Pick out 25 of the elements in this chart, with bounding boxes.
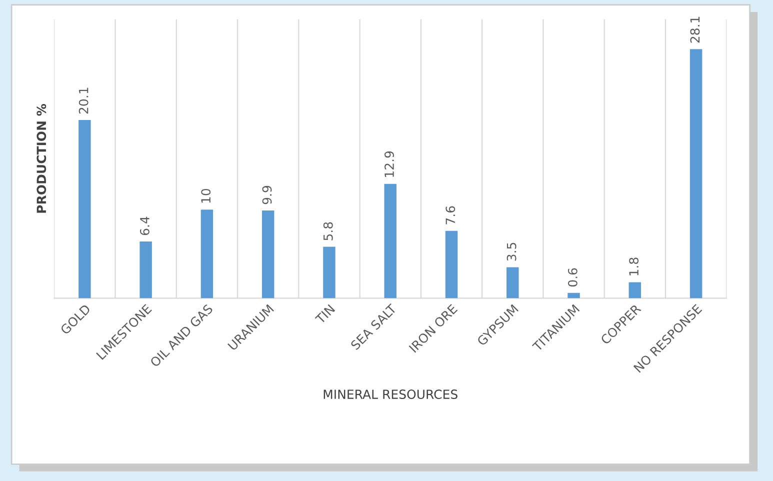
data-label: 3.5	[506, 242, 516, 261]
bar	[690, 49, 702, 298]
bar	[262, 210, 274, 298]
bar	[323, 246, 336, 298]
bar	[445, 230, 458, 298]
bar	[384, 184, 396, 298]
x-tick-label: TIN	[314, 304, 336, 324]
data-label: 5.8	[323, 222, 333, 240]
bar	[506, 267, 519, 298]
data-label: 10	[201, 188, 211, 203]
data-label: 0.6	[568, 268, 578, 287]
bar	[200, 210, 214, 298]
data-label: 12.9	[384, 151, 394, 177]
data-label: 1.8	[629, 258, 639, 276]
bar	[628, 282, 642, 298]
data-label: 9.9	[262, 186, 272, 204]
x-axis-title: MINERAL RESOURCES	[324, 390, 458, 400]
data-label: 7.6	[446, 206, 456, 224]
bar	[140, 241, 152, 298]
bar	[78, 120, 91, 298]
data-label: 6.4	[140, 216, 150, 236]
data-label: 20.1	[78, 88, 88, 114]
bar	[568, 292, 580, 298]
y-axis-title: PRODUCTION %	[36, 104, 46, 213]
data-label: 28.1	[690, 16, 700, 43]
